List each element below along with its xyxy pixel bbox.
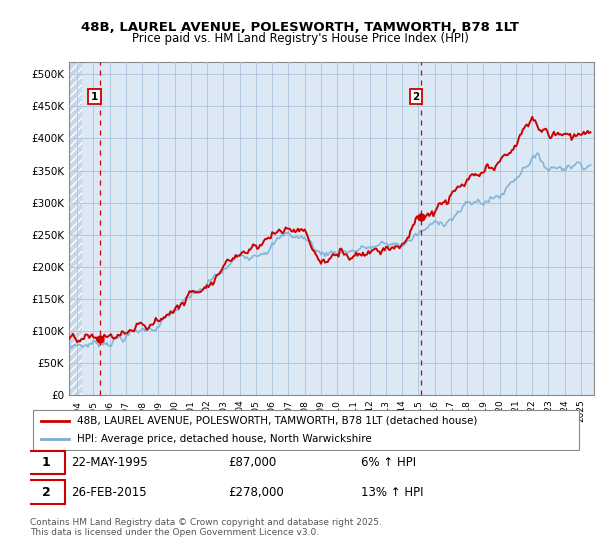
FancyBboxPatch shape bbox=[27, 480, 65, 504]
Text: 2: 2 bbox=[41, 486, 50, 498]
Text: 6% ↑ HPI: 6% ↑ HPI bbox=[361, 456, 416, 469]
Text: £278,000: £278,000 bbox=[229, 486, 284, 498]
Bar bbox=[69, 62, 82, 395]
Text: 2: 2 bbox=[412, 92, 419, 102]
Text: 48B, LAUREL AVENUE, POLESWORTH, TAMWORTH, B78 1LT: 48B, LAUREL AVENUE, POLESWORTH, TAMWORTH… bbox=[81, 21, 519, 34]
Text: 48B, LAUREL AVENUE, POLESWORTH, TAMWORTH, B78 1LT (detached house): 48B, LAUREL AVENUE, POLESWORTH, TAMWORTH… bbox=[77, 416, 477, 426]
Text: 13% ↑ HPI: 13% ↑ HPI bbox=[361, 486, 424, 498]
Text: 22-MAY-1995: 22-MAY-1995 bbox=[71, 456, 148, 469]
FancyBboxPatch shape bbox=[27, 451, 65, 474]
Text: Contains HM Land Registry data © Crown copyright and database right 2025.
This d: Contains HM Land Registry data © Crown c… bbox=[30, 518, 382, 538]
Bar bbox=[69, 62, 82, 395]
Text: 1: 1 bbox=[41, 456, 50, 469]
FancyBboxPatch shape bbox=[33, 410, 579, 450]
Text: Price paid vs. HM Land Registry's House Price Index (HPI): Price paid vs. HM Land Registry's House … bbox=[131, 32, 469, 45]
Text: 26-FEB-2015: 26-FEB-2015 bbox=[71, 486, 147, 498]
Text: 1: 1 bbox=[91, 92, 98, 102]
Text: £87,000: £87,000 bbox=[229, 456, 277, 469]
Text: HPI: Average price, detached house, North Warwickshire: HPI: Average price, detached house, Nort… bbox=[77, 434, 371, 444]
